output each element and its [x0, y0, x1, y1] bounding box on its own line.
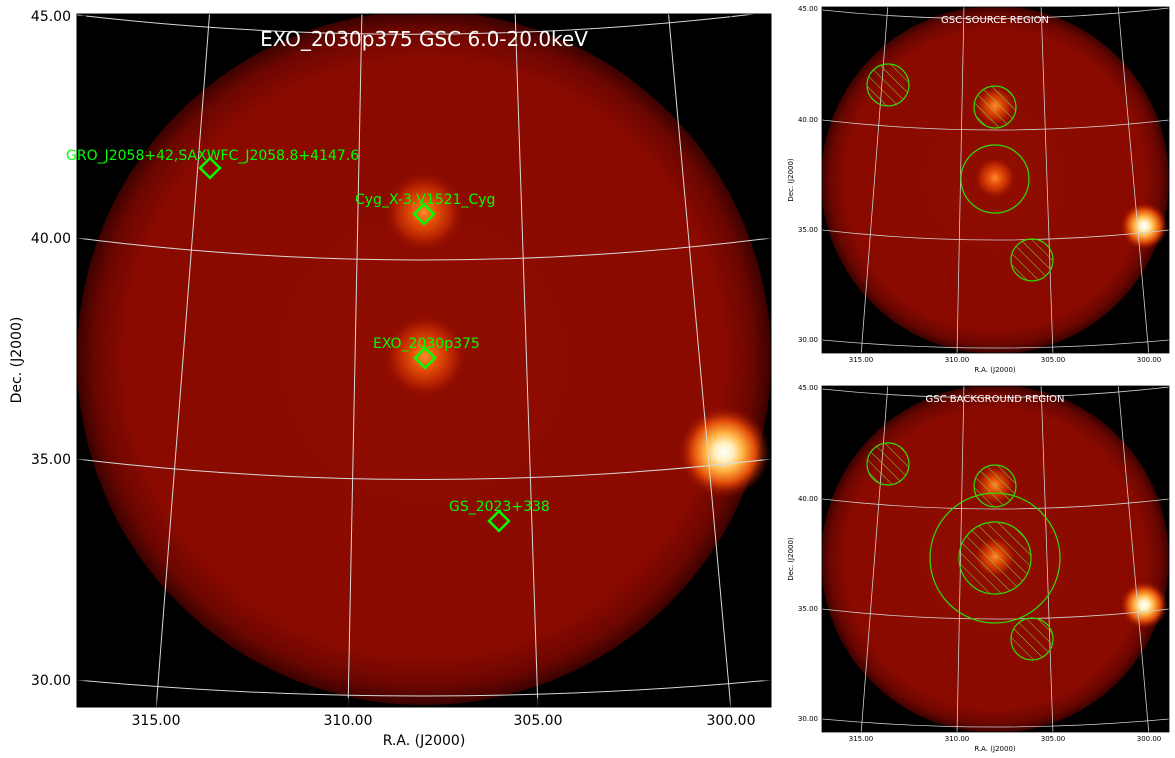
source-yaxis-label: Dec. (J2000) [787, 158, 795, 202]
source-xtick-label: 305.00 [1041, 356, 1066, 364]
coordinate-grid [77, 14, 771, 707]
source-ytick-label: 35.00 [798, 226, 818, 234]
cyg-x3-blob [384, 172, 464, 252]
source-ytick-label: 30.00 [798, 336, 818, 344]
background-ytick-label: 30.00 [798, 715, 818, 723]
background-panel-title: GSC BACKGROUND REGION [926, 394, 1065, 405]
source-xtick-label: 300.00 [1137, 356, 1162, 364]
main-ytick-label: 45.00 [31, 9, 71, 25]
source-markers [198, 156, 511, 533]
background-ytick-label: 45.00 [798, 384, 818, 392]
source-ytick-label: 40.00 [798, 116, 818, 124]
background-ytick-label: 35.00 [798, 605, 818, 613]
region-circle-excluded[interactable] [866, 63, 910, 107]
background-xtick-label: 315.00 [849, 735, 874, 743]
region-circle-excluded[interactable] [973, 85, 1017, 129]
main-xtick-label: 305.00 [514, 713, 563, 729]
source-marker-exo2030[interactable] [413, 346, 437, 370]
main-xtick-label: 300.00 [707, 713, 756, 729]
region-circle-excluded[interactable] [866, 442, 910, 486]
main-tick-marks [77, 14, 771, 707]
exo2030-blob [383, 314, 467, 398]
bright-source-blob [678, 406, 770, 498]
source-ytick-label: 45.00 [798, 5, 818, 13]
source-label-cyg-x3: Cyg_X-3,V1521_Cyg [355, 192, 495, 208]
main-ytick-label: 40.00 [31, 231, 71, 247]
background-xtick-label: 310.00 [945, 735, 970, 743]
source-label-gro-j2058: GRO_J2058+42,SAXWFC_J2058.8+4147.6 [66, 148, 359, 164]
source-marker-gs2023[interactable] [487, 509, 511, 533]
region-circle-excluded[interactable] [1010, 617, 1054, 661]
background-ytick-label: 40.00 [798, 495, 818, 503]
main-xtick-label: 315.00 [132, 713, 181, 729]
main-xaxis-label: R.A. (J2000) [383, 733, 466, 749]
source-region-circle[interactable] [960, 144, 1030, 214]
source-panel-title: GSC SOURCE REGION [941, 15, 1049, 26]
source-label-exo2030: EXO_2030p375 [373, 336, 480, 352]
background-xtick-label: 305.00 [1041, 735, 1066, 743]
background-xaxis-label: R.A. (J2000) [974, 745, 1016, 753]
main-sky-image [76, 13, 772, 708]
main-title: EXO_2030p375 GSC 6.0-20.0keV [260, 27, 588, 51]
region-circle-excluded[interactable] [973, 464, 1017, 508]
background-annulus-circle[interactable] [929, 492, 1061, 624]
background-yaxis-label: Dec. (J2000) [787, 537, 795, 581]
background-xtick-label: 300.00 [1137, 735, 1162, 743]
inner-excluded-circle[interactable] [958, 521, 1032, 595]
source-xtick-label: 310.00 [945, 356, 970, 364]
source-xaxis-label: R.A. (J2000) [974, 366, 1016, 374]
region-circle-excluded[interactable] [1010, 238, 1054, 282]
source-marker-gro-j2058[interactable] [198, 156, 222, 180]
background-region-panel [821, 385, 1170, 733]
main-yaxis-label: Dec. (J2000) [9, 317, 25, 404]
main-xtick-label: 310.00 [324, 713, 373, 729]
source-label-gs2023: GS_2023+338 [449, 499, 550, 515]
main-ytick-label: 35.00 [31, 452, 71, 468]
source-marker-cyg-x3[interactable] [412, 202, 436, 226]
main-ytick-label: 30.00 [31, 673, 71, 689]
source-region-panel [821, 6, 1170, 354]
source-xtick-label: 315.00 [849, 356, 874, 364]
